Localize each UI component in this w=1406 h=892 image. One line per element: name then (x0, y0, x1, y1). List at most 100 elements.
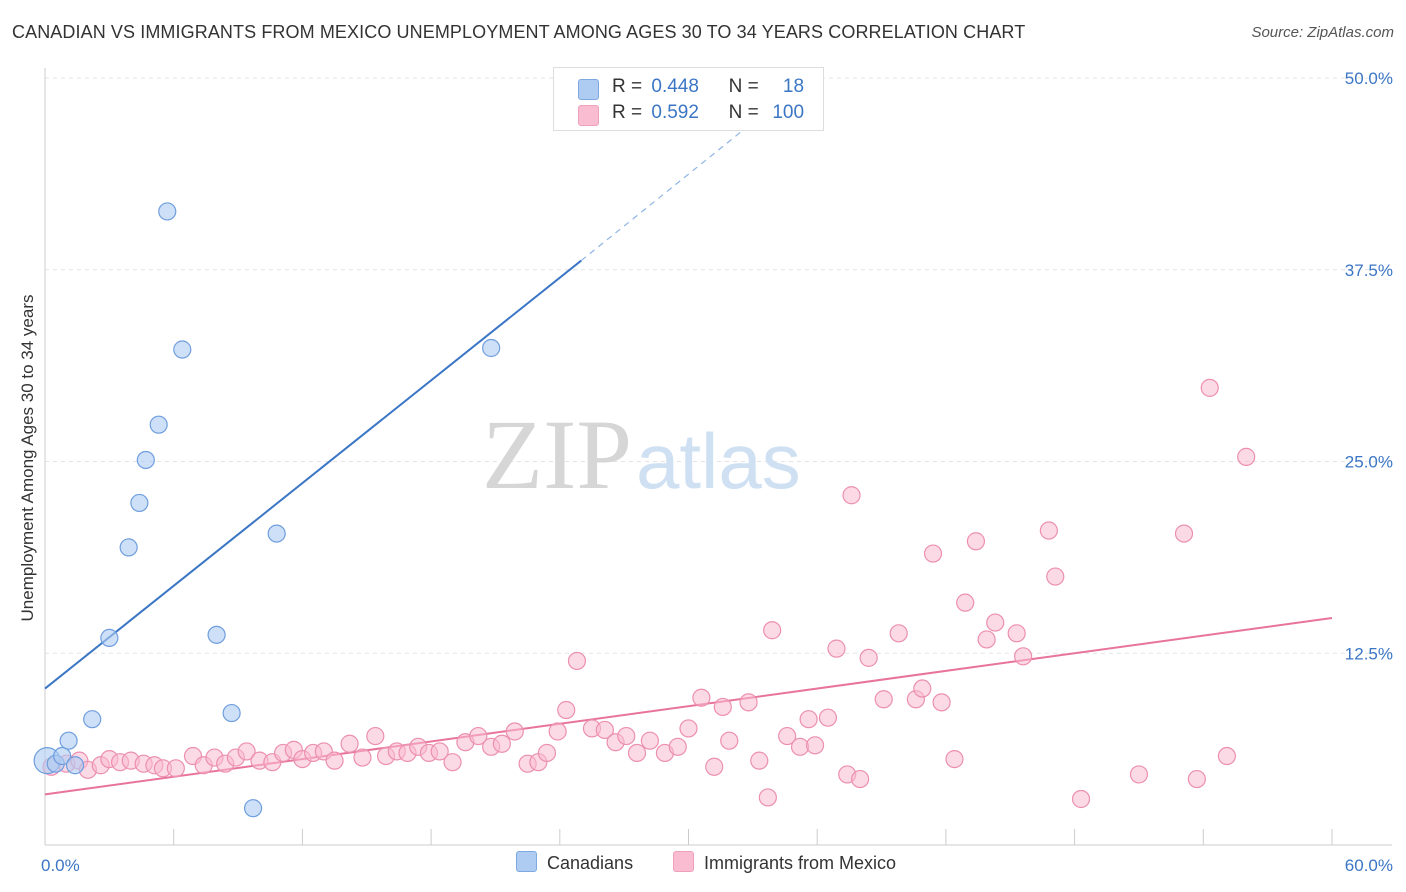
canadians-point (119, 538, 138, 557)
canadians-point (100, 628, 119, 648)
mexico-point (1187, 769, 1206, 789)
mexico-legend-swatch (673, 851, 694, 872)
mexico-point (692, 688, 711, 707)
mexico-point (713, 697, 732, 717)
canadians-point (130, 493, 149, 513)
canadians-point (222, 703, 241, 723)
grid-lines (45, 77, 1392, 654)
mexico-point (1237, 447, 1256, 466)
mexico-point (758, 788, 777, 807)
mexico-point (1007, 624, 1026, 643)
correlation-legend: R = 0.448 N = 18 R = 0.592 N = 100 (553, 67, 824, 131)
mexico-point (842, 486, 861, 505)
source-label: Source: ZipAtlas.com (1251, 24, 1394, 41)
n-label: N = (728, 102, 759, 123)
canadians-point (136, 450, 155, 470)
canadians-point (59, 731, 78, 750)
mexico-point (874, 690, 893, 709)
mexico-point (818, 708, 838, 727)
mexico-point (353, 748, 372, 767)
mexico-point (548, 722, 567, 741)
mexico-point (1174, 524, 1194, 543)
canadians-point (243, 799, 263, 818)
canadians-point (158, 202, 177, 221)
mexico-point (739, 693, 758, 712)
tick-labels: 12.5% 25.0% 37.5% 50.0% 0.0% 60.0% (41, 69, 1393, 875)
mexico-point (805, 736, 825, 755)
y-tick-label: 12.5% (1345, 644, 1393, 663)
canadians-point (207, 625, 226, 644)
mexico-point (966, 532, 986, 551)
mexico-point (705, 757, 724, 776)
y-tick-label: 37.5% (1345, 261, 1393, 280)
mexico-point (977, 630, 996, 649)
mexico-point (492, 734, 511, 753)
mexico-point (945, 749, 964, 769)
mexico-point (889, 624, 908, 643)
mexico-point (617, 726, 636, 746)
r-label: R = (612, 76, 643, 97)
r-label: R = (612, 102, 643, 123)
watermark: ZIP atlas (482, 399, 801, 510)
mexico-point (956, 593, 975, 612)
n-value: 100 (772, 102, 805, 123)
mexico-point (1039, 521, 1058, 540)
mexico-point (679, 719, 698, 738)
mexico-point (443, 753, 462, 772)
mexico-point (469, 726, 488, 746)
x-tick-label: 60.0% (1345, 856, 1393, 875)
mexico-point (1217, 746, 1236, 766)
mexico-point (850, 769, 870, 789)
n-label: N = (728, 76, 759, 97)
canadians-point (65, 756, 85, 775)
mexico-point (913, 679, 932, 698)
mexico-point (763, 621, 782, 640)
mexico-point (1200, 378, 1219, 397)
mexico-point (567, 651, 587, 671)
mexico-point (1129, 765, 1149, 784)
canadians-point (267, 524, 286, 543)
y-axis-label: Unemployment Among Ages 30 to 34 years (18, 294, 37, 622)
canadians-legend-label: Canadians (547, 853, 634, 873)
canadians-trend-line (44, 259, 582, 690)
mexico-point (750, 751, 769, 770)
mexico-point (627, 743, 647, 763)
mexico-point (537, 743, 557, 763)
mexico-point (1014, 647, 1033, 666)
mexico-point (827, 639, 846, 658)
data-points (33, 202, 1256, 818)
mexico-point (640, 731, 659, 750)
y-tick-label: 25.0% (1345, 453, 1393, 472)
mexico-point (340, 734, 359, 753)
mexico-point (505, 722, 524, 741)
mexico-swatch (578, 105, 599, 126)
canadians-point (149, 415, 168, 434)
mexico-point (986, 613, 1005, 632)
r-value: 0.592 (651, 102, 699, 123)
r-value: 0.448 (651, 76, 699, 97)
mexico-point (430, 742, 449, 761)
mexico-legend-label: Immigrants from Mexico (704, 853, 897, 873)
canadians-legend-swatch (516, 851, 537, 872)
mexico-point (1046, 567, 1065, 586)
mexico-point (720, 731, 739, 750)
mexico-point (932, 693, 951, 712)
chart-title: CANADIAN VS IMMIGRANTS FROM MEXICO UNEMP… (12, 22, 1026, 42)
watermark-atlas: atlas (636, 417, 801, 505)
mexico-point (557, 700, 576, 720)
watermark-zip: ZIP (482, 399, 632, 510)
mexico-point (859, 648, 878, 667)
legend-item-mexico: Immigrants from Mexico (673, 851, 896, 874)
canadians-point (173, 340, 192, 359)
mexico-point (1071, 789, 1091, 809)
canadians-point (482, 338, 501, 358)
mexico-point (166, 759, 185, 778)
mexico-point (237, 742, 256, 761)
mexico-point (325, 751, 344, 770)
mexico-point (799, 710, 818, 729)
axes (44, 68, 1392, 846)
y-tick-label: 50.0% (1345, 69, 1393, 88)
n-value: 18 (782, 76, 805, 97)
mexico-point (668, 737, 687, 756)
